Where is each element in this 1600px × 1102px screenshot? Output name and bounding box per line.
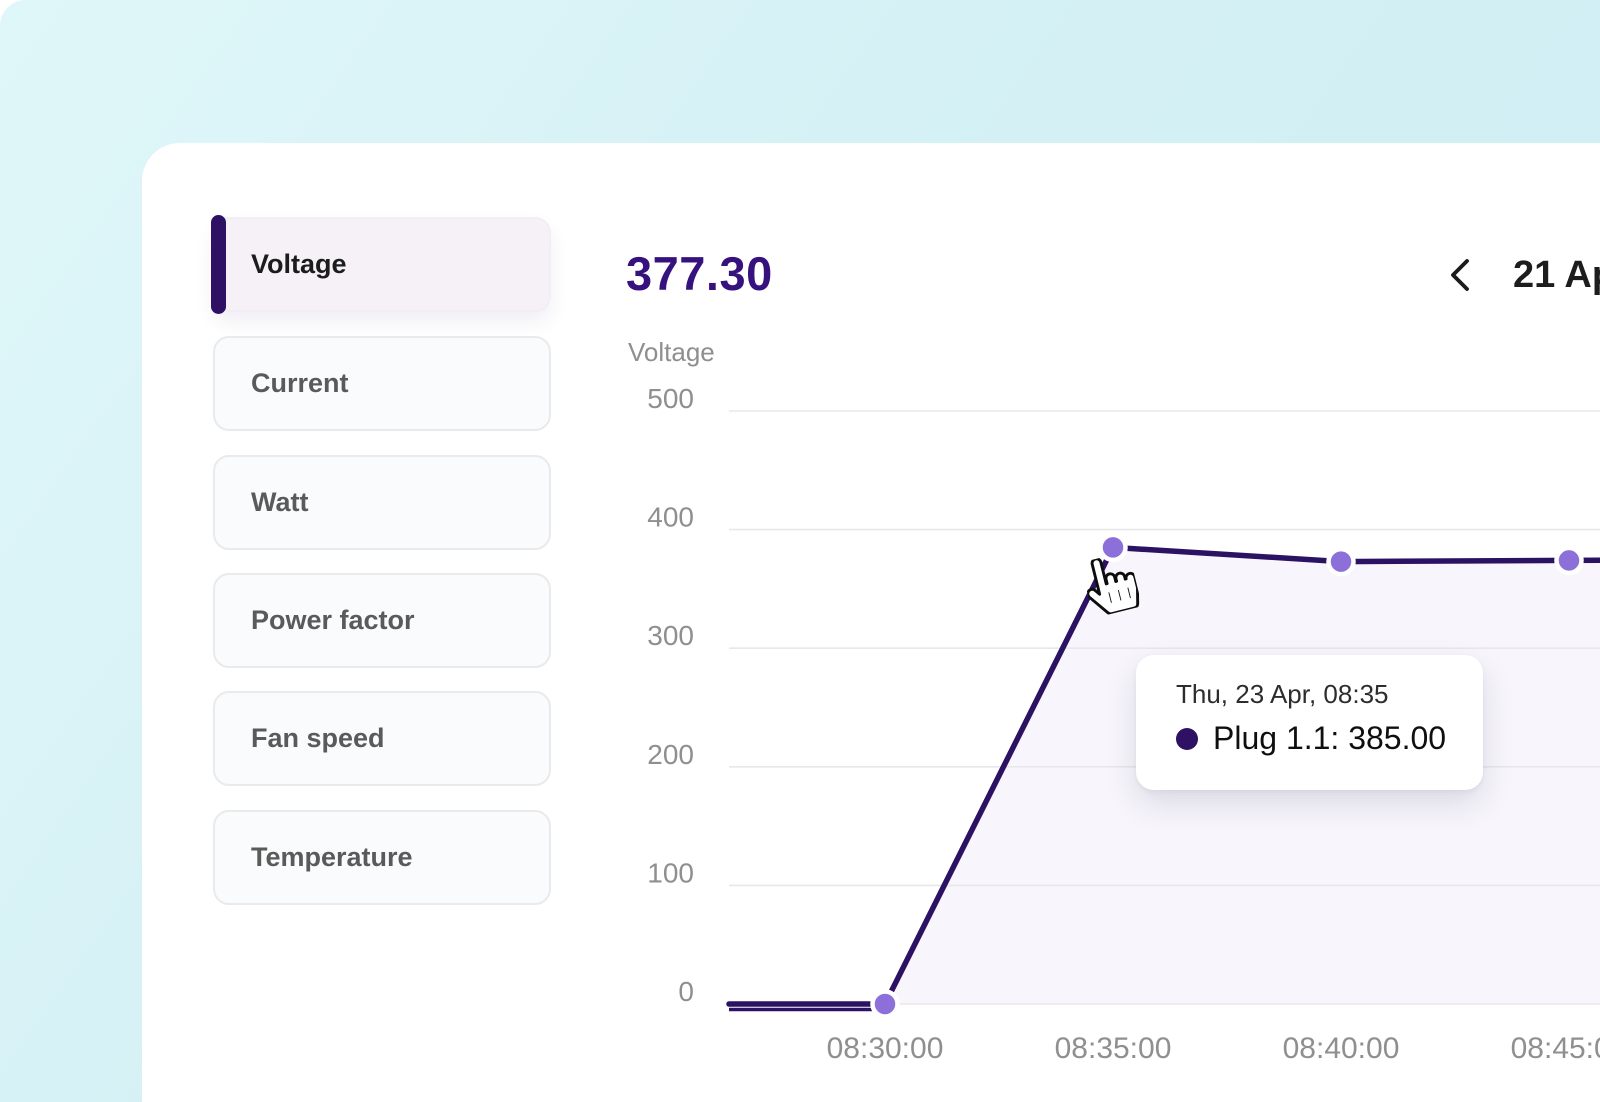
sidebar-item-temperature[interactable]: Temperature: [213, 810, 551, 905]
x-tick-label: 08:45:00: [1511, 1032, 1600, 1065]
sidebar-item-power-factor[interactable]: Power factor: [213, 573, 551, 668]
tooltip-date: Thu, 23 Apr, 08:35: [1176, 679, 1389, 709]
sidebar-item-watt[interactable]: Watt: [213, 455, 551, 550]
sidebar-item-label: Current: [251, 368, 349, 398]
y-tick-label: 100: [647, 857, 694, 888]
sidebar-item-current[interactable]: Current: [213, 336, 551, 431]
tooltip-series-value: Plug 1.1: 385.00: [1213, 720, 1447, 756]
y-tick-label: 300: [647, 620, 694, 651]
sidebar-item-label: Power factor: [251, 605, 415, 635]
y-axis-title: Voltage: [628, 337, 715, 367]
x-tick-label: 08:30:00: [827, 1032, 944, 1065]
tooltip-entry: Plug 1.1: 385.00: [1176, 720, 1483, 757]
chevron-left-icon[interactable]: [1447, 257, 1473, 293]
chart-point[interactable]: [1554, 545, 1584, 576]
chart-point[interactable]: [870, 989, 900, 1019]
y-tick-label: 200: [647, 739, 694, 770]
x-tick-label: 08:35:00: [1055, 1032, 1172, 1065]
chart-point[interactable]: [1098, 532, 1128, 563]
date-range-label[interactable]: 21 Apr: [1513, 253, 1600, 296]
sidebar-item-voltage[interactable]: Voltage: [211, 215, 551, 314]
chart-tooltip: Thu, 23 Apr, 08:35 Plug 1.1: 385.00: [1136, 655, 1483, 790]
series-marker-dot: [1176, 727, 1198, 750]
sidebar-item-label: Voltage: [251, 249, 347, 279]
y-tick-label: 500: [647, 383, 694, 414]
date-navigation: 21 Apr: [1447, 252, 1600, 298]
x-tick-label: 08:40:00: [1283, 1032, 1400, 1065]
y-tick-label: 0: [678, 976, 694, 1007]
chart-point[interactable]: [1326, 546, 1356, 577]
sidebar-item-label: Watt: [251, 487, 309, 517]
current-value: 377.30: [626, 247, 773, 300]
sidebar-item-fan-speed[interactable]: Fan speed: [213, 691, 551, 786]
sidebar-item-label: Temperature: [251, 842, 413, 872]
y-tick-label: 400: [647, 502, 694, 533]
active-indicator-bar: [211, 215, 226, 314]
sidebar-item-label: Fan speed: [251, 723, 385, 753]
